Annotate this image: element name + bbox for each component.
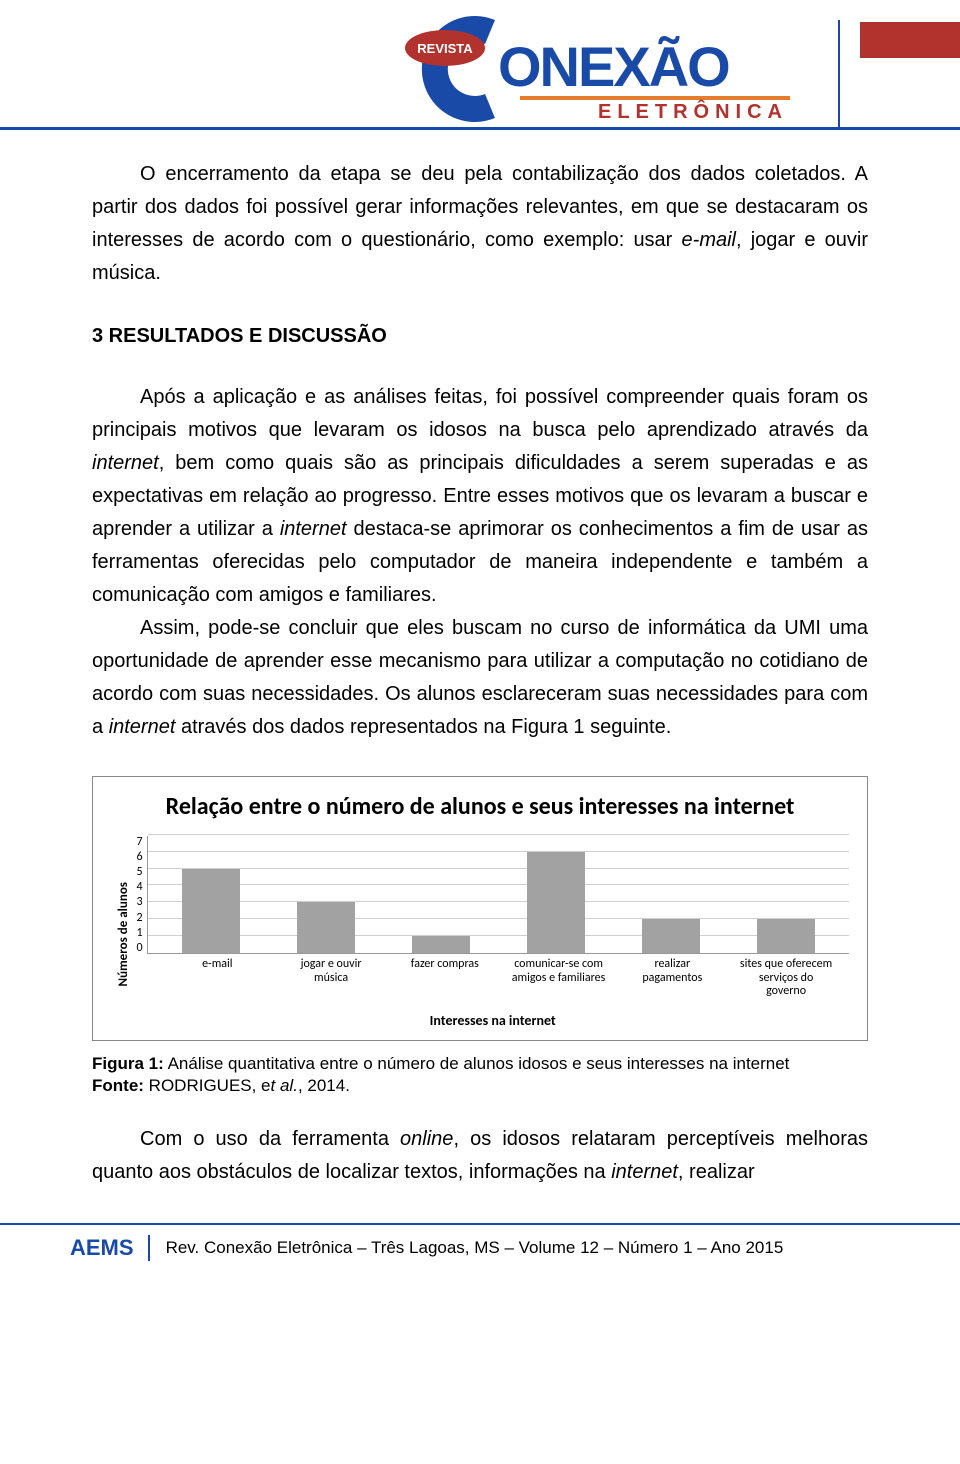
- chart-category-label: fazer compras: [397, 958, 493, 999]
- ytick: 3: [136, 896, 142, 908]
- chart-yticks: 7 6 5 4 3 2 1 0: [136, 836, 146, 954]
- chart-plot-area: [147, 836, 849, 954]
- chart-xlabel: Interesses na internet: [136, 1009, 849, 1032]
- chart-title: Relação entre o número de alunos e seus …: [111, 793, 849, 822]
- text-italic: internet: [92, 452, 159, 474]
- page: REVISTA ONEXÃO ELETRÔNICA O encerramento…: [0, 0, 960, 1277]
- chart-category-label: jogar e ouvir música: [283, 958, 379, 999]
- conexao-logo-icon: REVISTA ONEXÃO ELETRÔNICA: [390, 14, 790, 124]
- chart-bar: [412, 936, 470, 953]
- caption-text: Análise quantitativa entre o número de a…: [164, 1054, 790, 1073]
- svg-text:ONEXÃO: ONEXÃO: [498, 35, 729, 98]
- ytick: 2: [136, 912, 142, 924]
- figure-caption: Figura 1: Análise quantitativa entre o n…: [92, 1053, 868, 1097]
- chart-category-label: e-mail: [169, 958, 265, 999]
- header-divider: [838, 20, 840, 127]
- brand-logo: REVISTA ONEXÃO ELETRÔNICA: [390, 14, 790, 124]
- footer-citation: Rev. Conexão Eletrônica – Três Lagoas, M…: [166, 1238, 784, 1258]
- caption-year: , 2014.: [298, 1076, 350, 1095]
- page-header: REVISTA ONEXÃO ELETRÔNICA: [0, 0, 960, 130]
- footer-aems-label: AEMS: [0, 1235, 150, 1261]
- ytick: 6: [136, 851, 142, 863]
- chart-bar: [642, 919, 700, 953]
- chart-bar: [527, 852, 585, 953]
- text-italic: internet: [611, 1161, 678, 1183]
- text-italic: online: [400, 1128, 453, 1150]
- caption-source-italic: t al.: [271, 1076, 298, 1095]
- ytick: 5: [136, 866, 142, 878]
- section-heading: 3 RESULTADOS E DISCUSSÃO: [92, 320, 868, 353]
- paragraph-results-2: Assim, pode-se concluir que eles buscam …: [92, 612, 868, 744]
- chart-category-label: realizar pagamentos: [624, 958, 720, 999]
- header-accent-block: [860, 22, 960, 58]
- paragraph-results-1: Após a aplicação e as análises feitas, f…: [92, 381, 868, 612]
- chart-bar: [297, 902, 355, 953]
- paragraph-intro: O encerramento da etapa se deu pela cont…: [92, 158, 868, 290]
- chart-ylabel: Números de alunos: [111, 882, 136, 986]
- ytick: 4: [136, 881, 142, 893]
- svg-text:ELETRÔNICA: ELETRÔNICA: [598, 99, 788, 123]
- chart-body: Números de alunos 7 6 5 4 3 2 1 0: [111, 836, 849, 1032]
- figure-1-chart: Relação entre o número de alunos e seus …: [92, 776, 868, 1041]
- text-italic: internet: [280, 518, 347, 540]
- ytick: 1: [136, 927, 142, 939]
- text-italic: internet: [109, 716, 176, 738]
- chart-category-label: comunicar-se com amigos e familiares: [511, 958, 607, 999]
- caption-label: Figura 1:: [92, 1054, 164, 1073]
- page-footer: AEMS Rev. Conexão Eletrônica – Três Lago…: [0, 1223, 960, 1277]
- text: através dos dados representados na Figur…: [175, 716, 671, 738]
- chart-xcats: e-mail jogar e ouvir música fazer compras c…: [154, 954, 849, 999]
- chart-bar: [182, 869, 240, 953]
- caption-source: RODRIGUES, e: [144, 1076, 271, 1095]
- caption-source-label: Fonte:: [92, 1076, 144, 1095]
- revista-label: REVISTA: [417, 41, 473, 56]
- chart-bar: [757, 919, 815, 953]
- article-body: O encerramento da etapa se deu pela cont…: [0, 158, 960, 1189]
- ytick: 7: [136, 836, 142, 848]
- text: , realizar: [678, 1161, 755, 1183]
- paragraph-closing: Com o uso da ferramenta online, os idoso…: [92, 1123, 868, 1189]
- text-italic: e-mail: [682, 229, 736, 251]
- text: Com o uso da ferramenta: [140, 1128, 400, 1150]
- text: Após a aplicação e as análises feitas, f…: [92, 386, 868, 441]
- ytick: 0: [136, 942, 142, 954]
- chart-category-label: sites que oferecem serviços do governo: [738, 958, 834, 999]
